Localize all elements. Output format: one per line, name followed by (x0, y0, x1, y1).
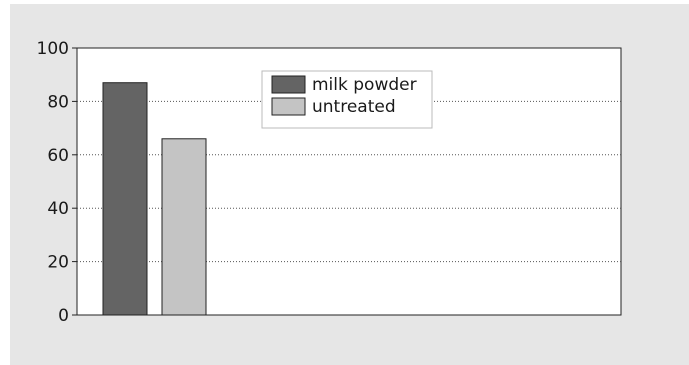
y-tick-label-40: 40 (47, 199, 69, 219)
legend-swatch-milk-powder (271, 75, 306, 94)
bar-milk-powder (102, 82, 148, 316)
bars (102, 82, 207, 316)
legend-swatch-untreated (271, 97, 306, 116)
y-tick-label-0: 0 (58, 306, 69, 326)
legend-label-untreated: untreated (312, 97, 396, 117)
legend-label-milk-powder: milk powder (312, 75, 417, 95)
y-tick-label-100: 100 (37, 39, 69, 59)
y-tick-label-60: 60 (47, 146, 69, 166)
bar-untreated (161, 138, 207, 316)
y-axis-tick-labels: 0 20 40 60 80 100 (37, 39, 77, 326)
y-tick-label-20: 20 (47, 253, 69, 273)
y-tick-label-80: 80 (47, 92, 69, 112)
